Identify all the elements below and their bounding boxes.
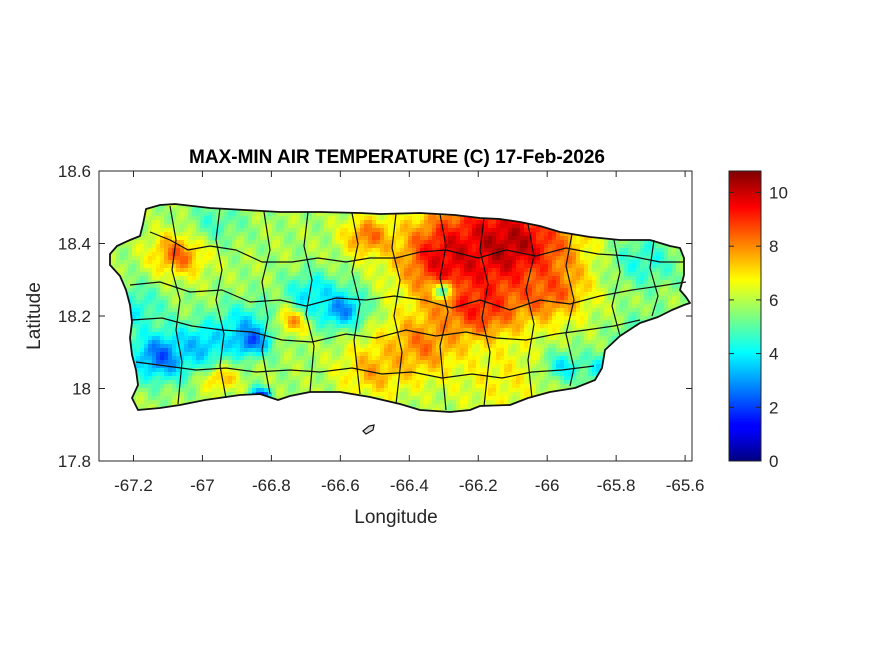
x-tick-label: -67 — [190, 476, 215, 495]
municipality-borders — [129, 205, 687, 411]
y-tick-label: 17.8 — [58, 452, 91, 471]
x-tick-label: -66.2 — [459, 476, 498, 495]
x-tick-label: -67.2 — [114, 476, 153, 495]
colorbar-tick-label: 2 — [769, 398, 778, 417]
colorbar-tick-label: 10 — [769, 183, 788, 202]
chart-title: MAX-MIN AIR TEMPERATURE (C) 17-Feb-2026 — [189, 147, 605, 168]
colorbar: 0 2 4 6 8 10 — [728, 170, 788, 471]
x-tick-label: -66.6 — [321, 476, 360, 495]
island-coastline — [109, 203, 691, 413]
colorbar-tick-label: 8 — [769, 237, 778, 256]
colorbar-tick-label: 0 — [769, 452, 778, 471]
y-axis-label: Latitude — [24, 282, 45, 350]
y-axis: 17.8 18 18.2 18.4 18.6 — [58, 162, 692, 471]
x-axis: -67.2 -67 -66.8 -66.6 -66.4 -66.2 -66 -65.8 -65.… — [114, 171, 704, 495]
y-tick-label: 18.4 — [58, 235, 91, 254]
y-tick-label: 18.2 — [58, 307, 91, 326]
colorbar-tick-label: 6 — [769, 291, 778, 310]
colorbar-ticks: 0 2 4 6 8 10 — [729, 183, 788, 471]
x-tick-label: -66.4 — [390, 476, 429, 495]
x-tick-label: -65.8 — [597, 476, 636, 495]
colorbar-tick-label: 4 — [769, 345, 778, 364]
x-tick-label: -65.6 — [666, 476, 705, 495]
y-tick-label: 18.6 — [58, 162, 91, 181]
y-tick-label: 18 — [72, 380, 91, 399]
x-tick-label: -66.8 — [252, 476, 291, 495]
colorbar-gradient — [728, 170, 762, 462]
vieques-fragment-coastline — [362, 424, 375, 435]
x-axis-label: Longitude — [354, 507, 437, 528]
x-tick-label: -66 — [535, 476, 560, 495]
